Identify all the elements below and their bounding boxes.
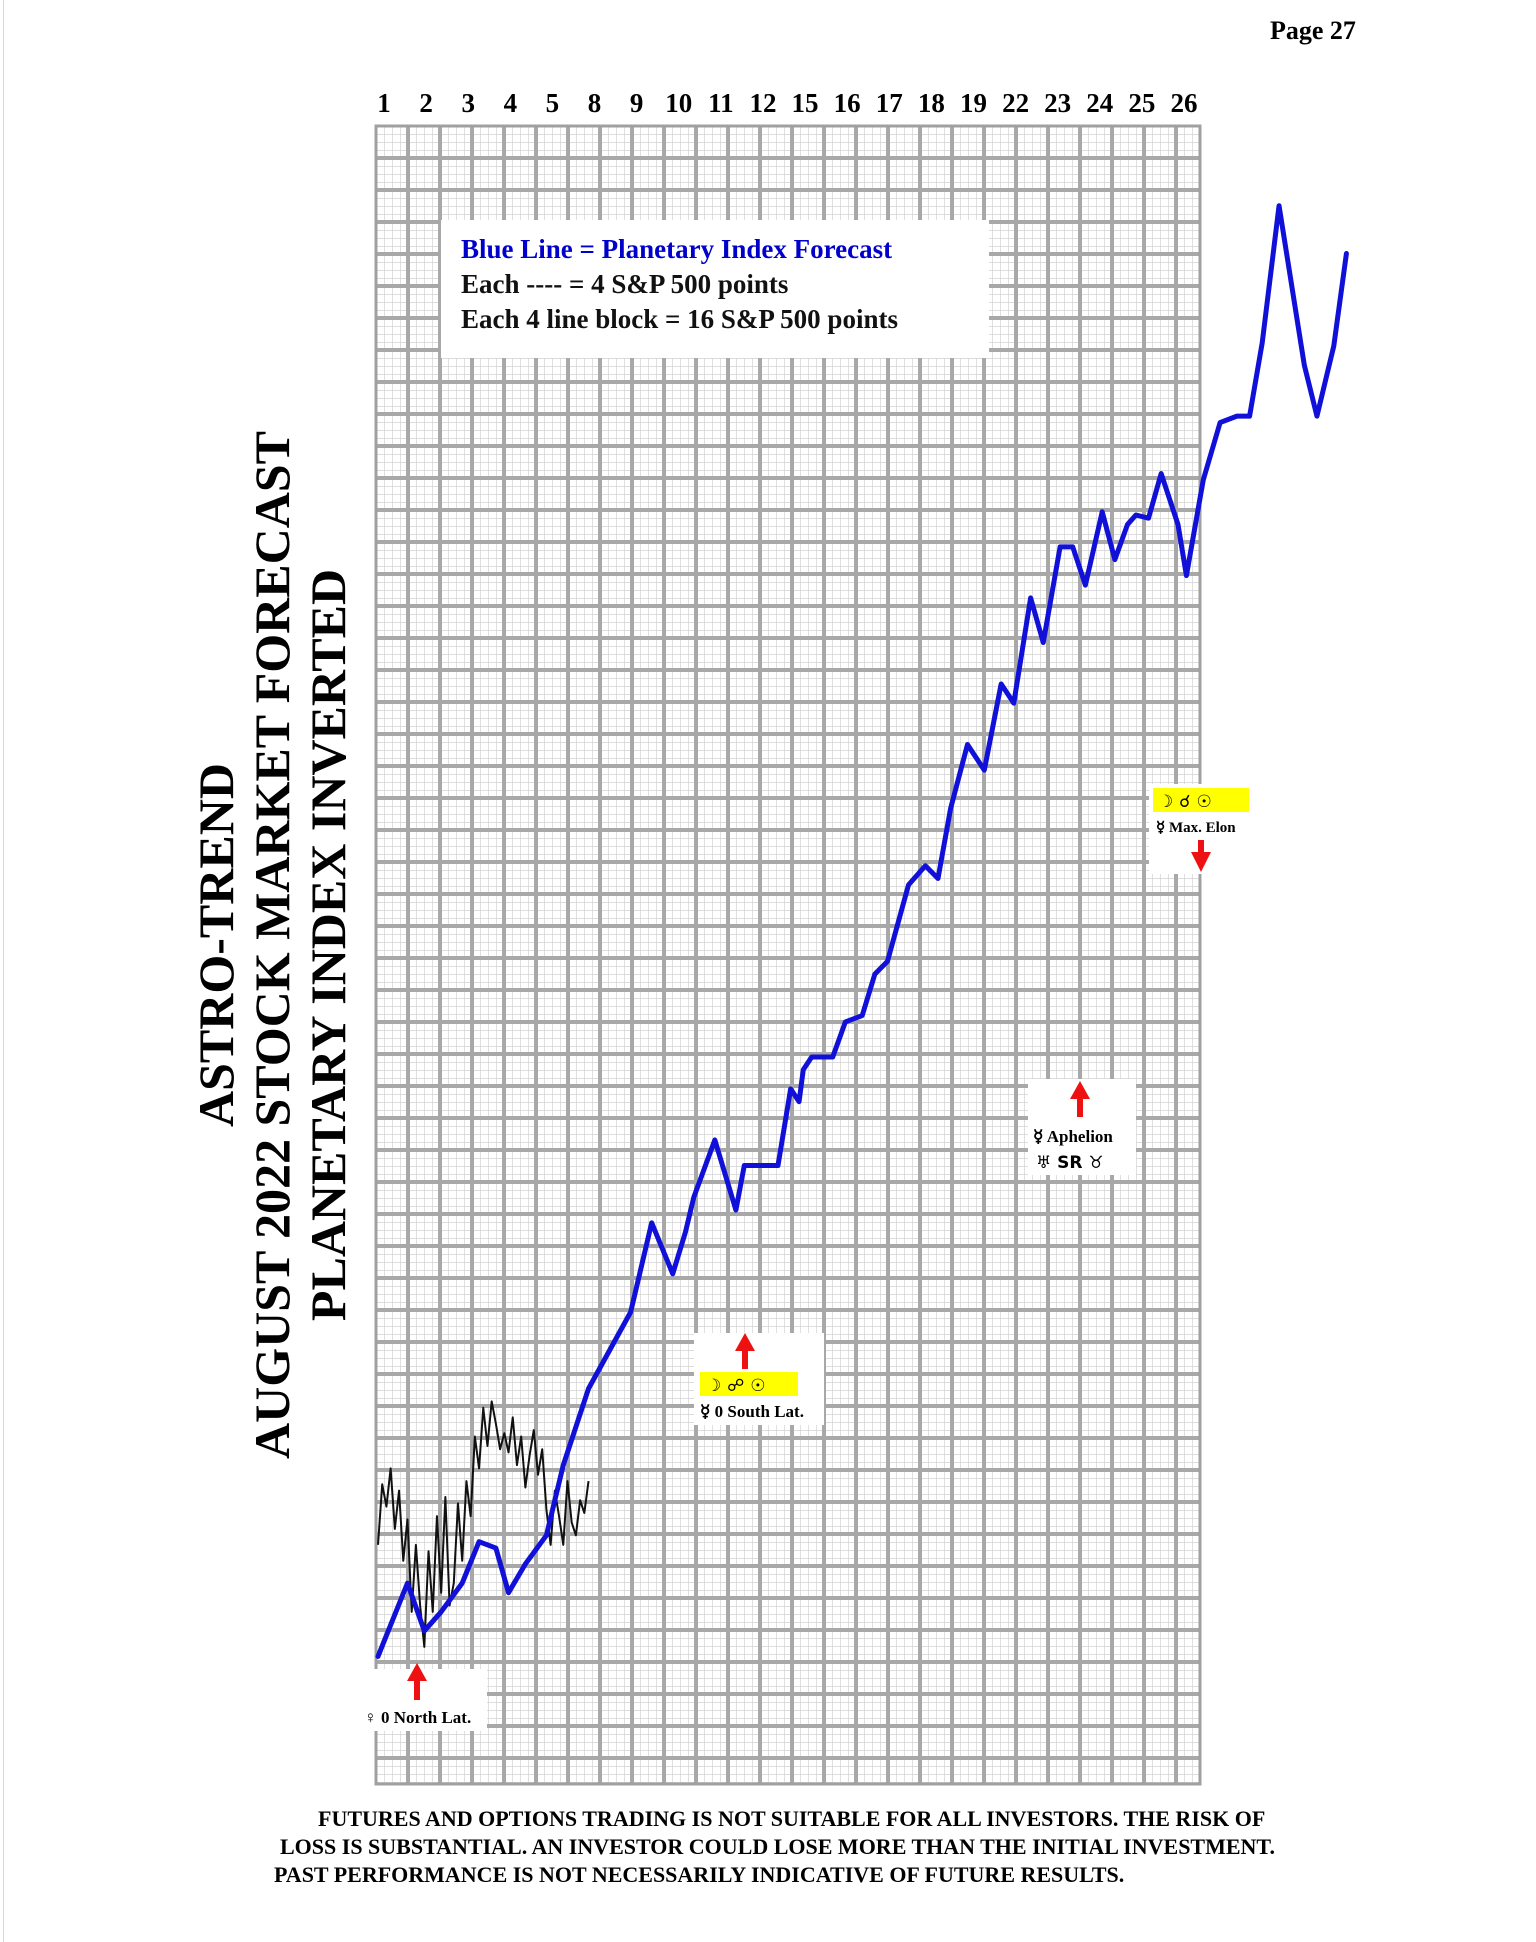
x-tick-label: 10 xyxy=(665,88,692,118)
x-tick-label: 16 xyxy=(834,88,861,118)
x-tick-label: 19 xyxy=(960,88,987,118)
highlight-bar xyxy=(1153,788,1249,812)
x-tick-label: 11 xyxy=(708,88,734,118)
disclaimer-line-2: LOSS IS SUBSTANTIAL. AN INVESTOR COULD L… xyxy=(280,1834,1275,1859)
disclaimer-line-3: PAST PERFORMANCE IS NOT NECESSARILY INDI… xyxy=(274,1862,1125,1887)
annotation-venus-north: ♀ 0 North Lat. xyxy=(359,1663,487,1731)
annotation-aspect: ☽ ☌ ☉ xyxy=(1158,792,1212,812)
plot-border xyxy=(374,124,1202,1786)
x-tick-label: 4 xyxy=(504,88,518,118)
annotation-moon-opposition: ☽ ☍ ☉ ☿ 0 South Lat. xyxy=(694,1333,824,1425)
x-tick-label: 17 xyxy=(876,88,903,118)
red-arrow-up-icon xyxy=(1070,1081,1090,1117)
forecast-line xyxy=(375,203,1349,1659)
page-number: Page 27 xyxy=(1270,16,1356,45)
annotation-aspect: ☽ ☍ ☉ xyxy=(706,1376,766,1396)
annotation-label: ☿ Max. Elon xyxy=(1156,820,1236,836)
annotation-aphelion: ☿ Aphelion ♅ SR ♉ xyxy=(1028,1079,1136,1175)
annotation-label: ♀ 0 North Lat. xyxy=(364,1708,471,1727)
disclaimer-line-1: FUTURES AND OPTIONS TRADING IS NOT SUITA… xyxy=(318,1806,1266,1831)
annotation-label: ☿ 0 South Lat. xyxy=(700,1402,804,1421)
x-tick-label: 26 xyxy=(1171,88,1198,118)
x-tick-label: 24 xyxy=(1086,88,1113,118)
red-arrow-up-icon xyxy=(407,1663,427,1700)
disclaimer: FUTURES AND OPTIONS TRADING IS NOT SUITA… xyxy=(274,1805,1454,1889)
x-tick-label: 25 xyxy=(1128,88,1155,118)
x-tick-label: 8 xyxy=(588,88,602,118)
x-tick-label: 22 xyxy=(1002,88,1029,118)
legend-major-unit: Each 4 line block = 16 S&P 500 points xyxy=(461,304,898,334)
x-tick-label: 2 xyxy=(419,88,433,118)
annotation-aspect: ♅ SR ♉ xyxy=(1036,1153,1104,1173)
annotation-label: ☿ Aphelion xyxy=(1033,1127,1113,1146)
red-arrow-down-icon xyxy=(1191,840,1211,872)
legend-box xyxy=(441,220,989,358)
red-arrow-up-icon xyxy=(735,1333,755,1369)
plot-minor-grid xyxy=(376,126,1200,1784)
x-tick-label: 18 xyxy=(918,88,945,118)
forecast-series xyxy=(375,203,1349,1659)
legend-minor-unit: Each ---- = 4 S&P 500 points xyxy=(461,269,788,299)
x-tick-label: 12 xyxy=(749,88,776,118)
x-tick-label: 1 xyxy=(377,88,391,118)
x-tick-labels: 1 2 3 4 5 8 9 10 11 12 15 16 17 18 19 22 23 24 25 26 xyxy=(377,88,1197,118)
highlight-bar xyxy=(700,1372,798,1396)
x-tick-label: 5 xyxy=(546,88,560,118)
legend-title: Blue Line = Planetary Index Forecast xyxy=(461,234,892,264)
x-tick-label: 23 xyxy=(1044,88,1071,118)
legend: Blue Line = Planetary Index Forecast Eac… xyxy=(441,220,989,358)
x-tick-label: 15 xyxy=(792,88,819,118)
x-tick-label: 3 xyxy=(461,88,475,118)
annotation-max-elongation: ☽ ☌ ☉ ☿ Max. Elon xyxy=(1149,784,1253,874)
x-tick-label: 9 xyxy=(630,88,644,118)
page-left-edge xyxy=(3,0,4,1942)
